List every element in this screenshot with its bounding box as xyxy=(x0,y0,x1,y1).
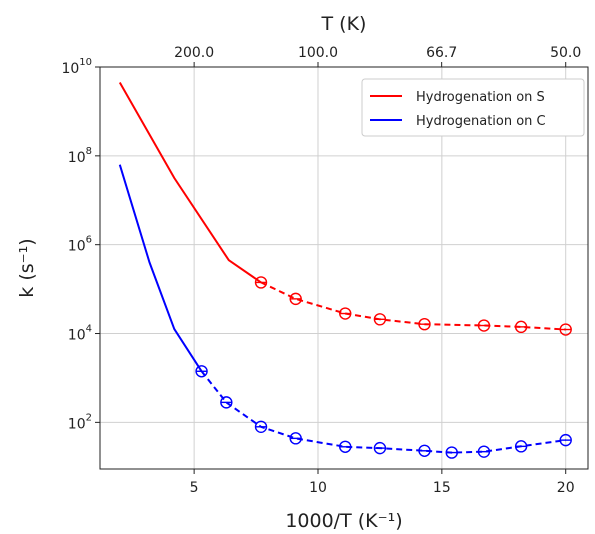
legend: Hydrogenation on S Hydrogenation on C xyxy=(361,78,585,137)
legend-box xyxy=(361,78,585,137)
y-tick-label: 104 xyxy=(68,324,92,344)
x-tick-label: 15 xyxy=(433,480,451,496)
series-layer xyxy=(118,82,572,459)
y-tick-label: 106 xyxy=(68,235,92,255)
y-axis-label: k (s⁻¹) xyxy=(16,238,38,297)
x-tick-label: 5 xyxy=(190,480,199,496)
series-0-dashed-line xyxy=(260,281,566,331)
x-axis-label: 1000/T (K⁻¹) xyxy=(285,510,402,532)
y-tick-label: 108 xyxy=(68,146,92,166)
top-tick-label: 100.0 xyxy=(298,45,338,61)
legend-label-hydrogenation-on-s: Hydrogenation on S xyxy=(416,90,545,105)
x-tick-label: 10 xyxy=(309,480,327,496)
y-tick-label: 102 xyxy=(68,412,92,432)
series-1-dashed-line xyxy=(200,370,566,454)
series-1-solid-line xyxy=(118,164,203,372)
top-tick-label: 200.0 xyxy=(174,45,214,61)
legend-label-hydrogenation-on-c: Hydrogenation on C xyxy=(416,114,546,129)
top-tick-label: 66.7 xyxy=(426,45,457,61)
tick-layer: 5 10 15 20 102 104 106 108 1010 200.0 100.0 66.7 50.… xyxy=(61,45,581,496)
plot-frame xyxy=(99,66,589,470)
x-tick-label: 20 xyxy=(557,480,575,496)
series-0-solid-line xyxy=(118,82,262,284)
top-axis-label: T (K) xyxy=(321,13,367,35)
y-tick-label: 1010 xyxy=(61,57,92,77)
top-tick-label: 50.0 xyxy=(550,45,581,61)
